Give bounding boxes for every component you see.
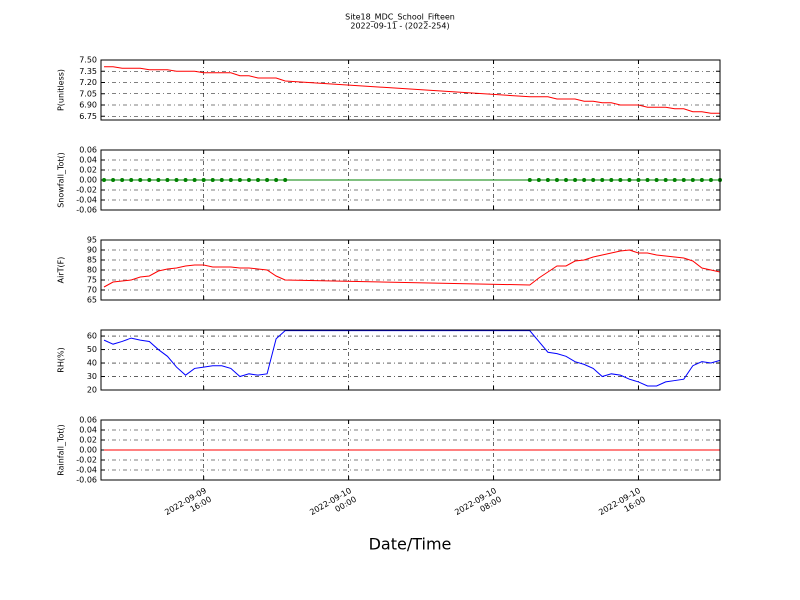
y-tick-label: -0.04 <box>76 196 97 205</box>
data-point <box>147 178 152 182</box>
data-point <box>246 178 251 182</box>
data-point <box>174 178 179 182</box>
y-tick-label: 7.05 <box>79 89 97 98</box>
data-point <box>527 178 532 182</box>
y-axis-label: AirT(F) <box>57 257 66 284</box>
data-point <box>265 178 270 182</box>
data-point <box>618 178 623 182</box>
y-axis-label: RH(%) <box>57 347 66 372</box>
y-tick-label: 75 <box>87 276 97 285</box>
y-axis-label: Snowfall_Tot() <box>57 152 66 208</box>
data-line <box>103 249 721 288</box>
y-tick-label: 0.02 <box>79 166 97 175</box>
y-tick-label: 0.02 <box>79 436 97 445</box>
plot-frame <box>100 59 721 121</box>
data-point <box>237 178 242 182</box>
data-point <box>654 178 659 182</box>
data-point <box>210 178 215 182</box>
y-tick-label: -0.06 <box>76 476 97 485</box>
plot-frame <box>100 149 721 211</box>
data-point <box>183 178 188 182</box>
y-tick-label: 7.35 <box>79 67 97 76</box>
y-tick-label: 40 <box>87 359 97 368</box>
data-point <box>573 178 578 182</box>
data-point <box>283 178 288 182</box>
data-point <box>120 178 125 182</box>
y-tick-label: 20 <box>87 386 97 395</box>
data-point <box>111 178 116 182</box>
data-point <box>627 178 632 182</box>
data-point <box>536 178 541 182</box>
plot-frame <box>100 239 721 301</box>
data-point <box>554 178 559 182</box>
y-axis-label: P(unitless) <box>57 69 66 111</box>
y-tick-label: 0.00 <box>79 176 97 185</box>
y-tick-label: -0.02 <box>76 456 97 465</box>
data-point <box>165 178 170 182</box>
data-point <box>138 178 143 182</box>
y-axis-label: Rainfall_Tot() <box>57 424 66 476</box>
x-axis-label: Date/Time <box>369 535 452 554</box>
data-point <box>681 178 686 182</box>
y-tick-label: -0.02 <box>76 186 97 195</box>
data-point <box>256 178 261 182</box>
data-point <box>201 178 206 182</box>
data-point <box>545 178 550 182</box>
data-point <box>609 178 614 182</box>
y-tick-label: 60 <box>87 332 97 341</box>
data-point <box>672 178 677 182</box>
data-point <box>699 178 704 182</box>
data-line <box>103 330 721 387</box>
data-point <box>591 178 596 182</box>
y-tick-label: 0.04 <box>79 156 97 165</box>
data-point <box>274 178 279 182</box>
plot-frame <box>100 419 721 481</box>
y-tick-label: 0.00 <box>79 446 97 455</box>
chart-subtitle: 2022-09-11 - (2022-254) <box>350 22 449 31</box>
data-point <box>102 178 107 182</box>
y-tick-label: 0.06 <box>79 416 97 425</box>
y-tick-label: 90 <box>87 246 97 255</box>
y-tick-label: 50 <box>87 345 97 354</box>
chart-title: Site18_MDC_School_Fifteen <box>345 13 455 22</box>
data-point <box>582 178 587 182</box>
data-point <box>636 178 641 182</box>
y-tick-label: -0.06 <box>76 206 97 215</box>
data-point <box>564 178 569 182</box>
y-tick-label: 70 <box>87 286 97 295</box>
y-tick-label: 6.90 <box>79 101 97 110</box>
y-tick-label: 65 <box>87 296 97 305</box>
y-tick-label: 85 <box>87 256 97 265</box>
y-tick-label: 80 <box>87 266 97 275</box>
y-tick-label: 7.50 <box>79 56 97 65</box>
data-point <box>708 178 713 182</box>
data-point <box>600 178 605 182</box>
plot-frame <box>100 329 721 391</box>
data-point <box>690 178 695 182</box>
data-point <box>129 178 134 182</box>
data-point <box>663 178 668 182</box>
data-point <box>219 178 224 182</box>
y-tick-label: 30 <box>87 372 97 381</box>
data-point <box>228 178 233 182</box>
y-tick-label: 6.75 <box>79 112 97 121</box>
y-tick-label: -0.04 <box>76 466 97 475</box>
data-point <box>645 178 650 182</box>
y-tick-label: 0.04 <box>79 426 97 435</box>
data-line <box>104 66 720 114</box>
y-tick-label: 95 <box>87 236 97 245</box>
y-tick-label: 7.20 <box>79 78 97 87</box>
y-tick-label: 0.06 <box>79 146 97 155</box>
data-point <box>156 178 161 182</box>
data-point <box>192 178 197 182</box>
